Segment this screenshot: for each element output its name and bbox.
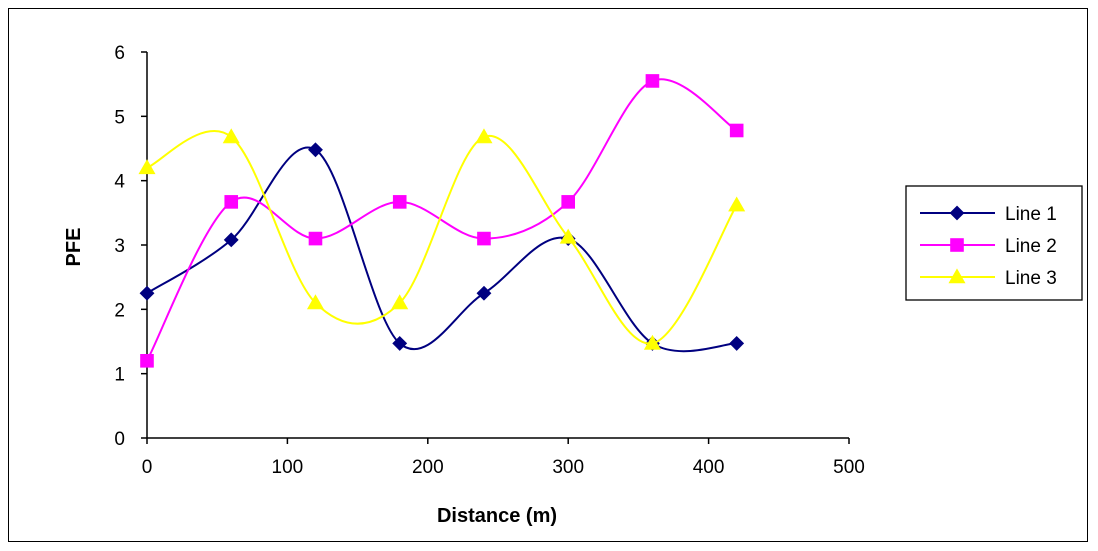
y-tick-label: 1: [114, 365, 125, 386]
data-point: [475, 128, 493, 144]
legend-label: Line 3: [1005, 268, 1057, 289]
legend-label: Line 2: [1005, 236, 1057, 257]
y-tick-label: 5: [114, 107, 125, 128]
data-point: [728, 196, 746, 212]
legend-marker: [948, 268, 966, 284]
y-axis-title: PFE: [63, 228, 85, 267]
legend-marker: [949, 205, 965, 221]
series-line: [146, 146, 737, 353]
data-point: [224, 195, 239, 209]
data-point: [392, 195, 407, 209]
x-tick-label: 500: [833, 457, 865, 478]
legend-item: Line 3: [920, 268, 1057, 289]
data-point: [476, 285, 492, 301]
data-point: [561, 195, 576, 209]
data-point: [308, 231, 323, 246]
y-tick-label: 0: [114, 429, 125, 450]
x-tick-label: 400: [693, 457, 725, 478]
legend-marker: [950, 238, 964, 252]
series-2: [140, 74, 744, 368]
data-point: [477, 231, 491, 246]
x-tick-label: 100: [272, 457, 304, 478]
data-point: [391, 294, 409, 310]
data-point: [729, 123, 744, 138]
x-tick-label: 0: [142, 457, 153, 478]
axes: [141, 51, 850, 444]
series-layer: [138, 74, 746, 368]
legend-item: Line 2: [920, 236, 1057, 257]
data-point: [729, 336, 745, 351]
data-point: [223, 232, 239, 248]
data-point: [306, 294, 324, 310]
data-point: [392, 336, 408, 351]
x-tick-label: 200: [412, 457, 444, 478]
series-line: [146, 78, 738, 362]
data-point: [140, 353, 154, 368]
x-axis-title: Distance (m): [437, 505, 557, 527]
legend: Line 1 Line 2 Line 3: [905, 185, 1083, 301]
data-point: [643, 334, 661, 350]
series-1: [139, 142, 745, 353]
data-point: [645, 74, 660, 88]
data-point: [138, 159, 156, 175]
y-tick-label: 2: [114, 300, 125, 321]
data-point: [308, 142, 323, 158]
legend-label: Line 1: [1005, 204, 1057, 225]
data-point: [222, 128, 240, 144]
legend-box: [905, 185, 1083, 301]
x-tick-label: 300: [552, 457, 584, 478]
data-point: [559, 228, 577, 244]
y-tick-label: 6: [114, 43, 125, 64]
tick-labels: 0 1 2 3 4 5 6 0 100 200 300 400 500: [114, 43, 864, 478]
legend-item: Line 1: [920, 204, 1057, 225]
data-point: [139, 285, 155, 301]
y-tick-label: 3: [114, 236, 125, 257]
series-3: [138, 128, 746, 350]
y-tick-label: 4: [114, 172, 125, 193]
